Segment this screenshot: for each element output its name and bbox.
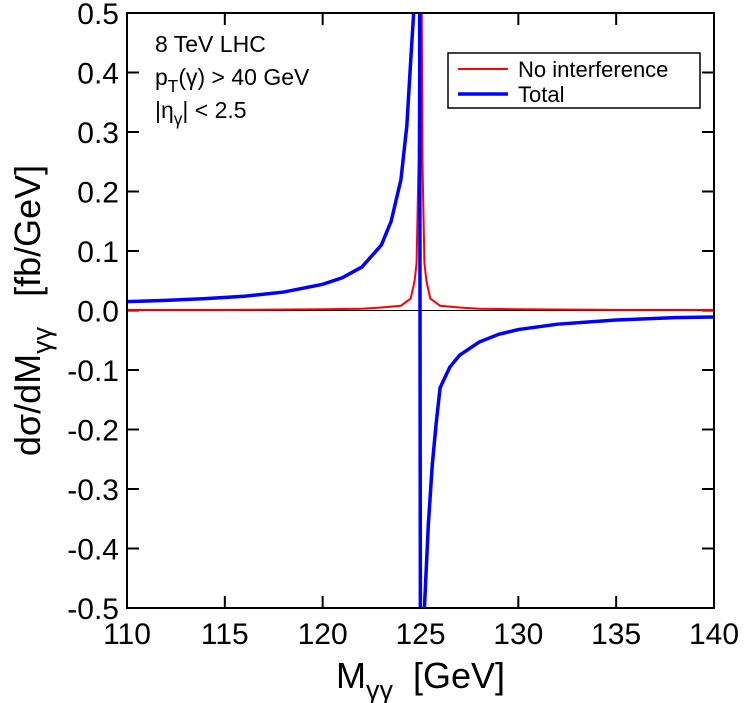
x-axis-label: Mγγ [GeV] [336, 655, 505, 703]
x-tick-label: 115 [201, 618, 249, 651]
series-line [127, 13, 714, 311]
text-part: T [168, 76, 179, 96]
y-tick-label: -0.1 [67, 355, 119, 388]
text-part: M [336, 655, 366, 696]
y-tick-label: 0.0 [77, 296, 119, 329]
plot-frame [126, 12, 715, 609]
annotation: |ηγ| < 2.5 [155, 97, 247, 129]
series-line [127, 13, 714, 608]
text-part: dσ/dM [7, 354, 48, 456]
y-tick-label: -0.2 [67, 415, 119, 448]
text-part: [GeV] [393, 655, 505, 696]
y-tick-label: 0.3 [77, 117, 119, 150]
text-part: |η [155, 97, 174, 123]
text-part: γ [174, 109, 183, 129]
x-tick-label: 110 [103, 618, 151, 651]
y-tick-label: -0.4 [67, 534, 119, 567]
y-tick-label: 0.4 [77, 58, 119, 91]
text-part: p [155, 64, 168, 90]
y-tick-label: -0.3 [67, 474, 119, 507]
y-tick-label: -0.5 [67, 593, 119, 626]
x-tick-label: 120 [298, 618, 348, 651]
legend-label: Total [518, 82, 564, 107]
x-tick-label: 125 [395, 618, 445, 651]
text-part: 8 TeV LHC [155, 31, 266, 57]
y-tick-label: 0.2 [77, 177, 119, 210]
text-part: (γ) > 40 GeV [178, 64, 310, 90]
annotation: 8 TeV LHC [155, 31, 266, 57]
x-tick-label: 140 [689, 618, 739, 651]
y-axis-label: dσ/dMγγ [fb/GeV] [7, 165, 57, 456]
text-part: γγ [366, 675, 394, 703]
x-tick-label: 135 [591, 618, 641, 651]
y-tick-label: 0.1 [77, 236, 119, 269]
annotation: pT(γ) > 40 GeV [155, 64, 310, 96]
x-tick-label: 130 [493, 618, 543, 651]
legend-box [447, 52, 701, 109]
y-tick-label: 0.5 [77, 0, 119, 31]
text-part: | < 2.5 [182, 97, 246, 123]
legend-label: No interference [518, 57, 668, 82]
text-part: γγ [27, 326, 57, 354]
text-part: [fb/GeV] [7, 165, 48, 327]
